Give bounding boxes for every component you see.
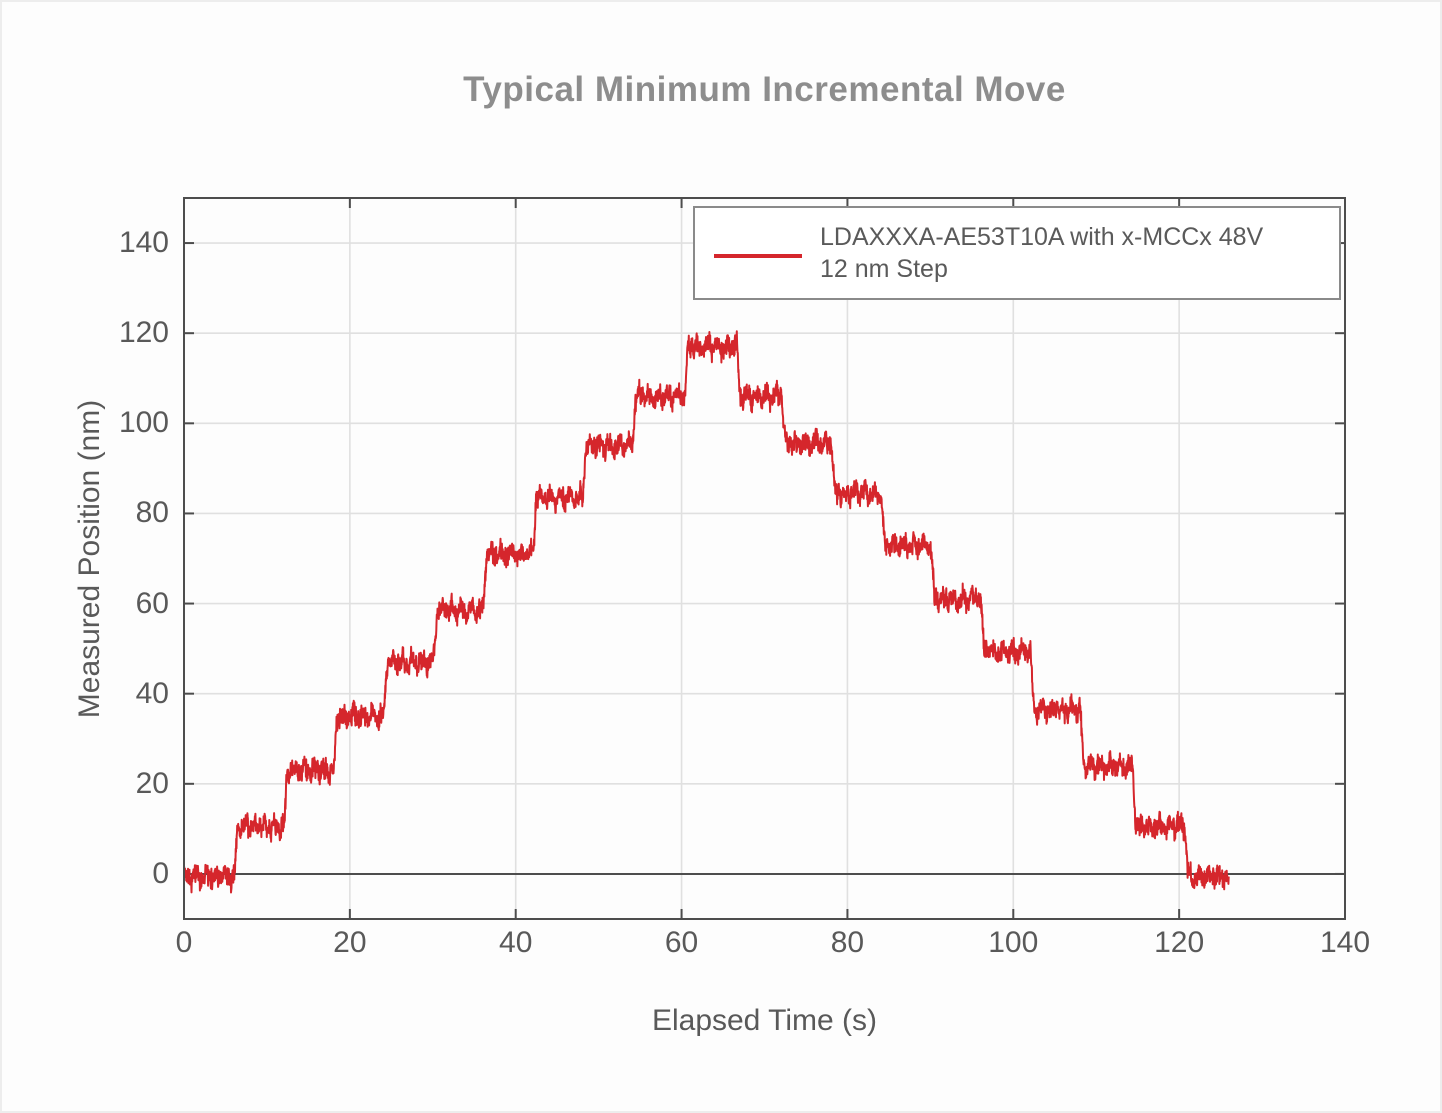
- x-axis-label: Elapsed Time (s): [651, 1004, 878, 1037]
- plot-box: [183, 197, 1346, 920]
- data-series-line: [183, 330, 1230, 894]
- y-axis-label: Measured Position (nm): [73, 399, 106, 719]
- legend-label-line1: LDAXXXA-AE53T10A with x-MCCx 48V: [820, 223, 1264, 251]
- legend-label-line2: 12 nm Step: [820, 255, 948, 283]
- legend-label: LDAXXXA-AE53T10A with x-MCCx 48V 12 nm S…: [820, 221, 1263, 285]
- legend: LDAXXXA-AE53T10A with x-MCCx 48V 12 nm S…: [693, 206, 1341, 300]
- chart-title: Typical Minimum Incremental Move: [463, 70, 1066, 109]
- legend-line-sample: [714, 254, 802, 258]
